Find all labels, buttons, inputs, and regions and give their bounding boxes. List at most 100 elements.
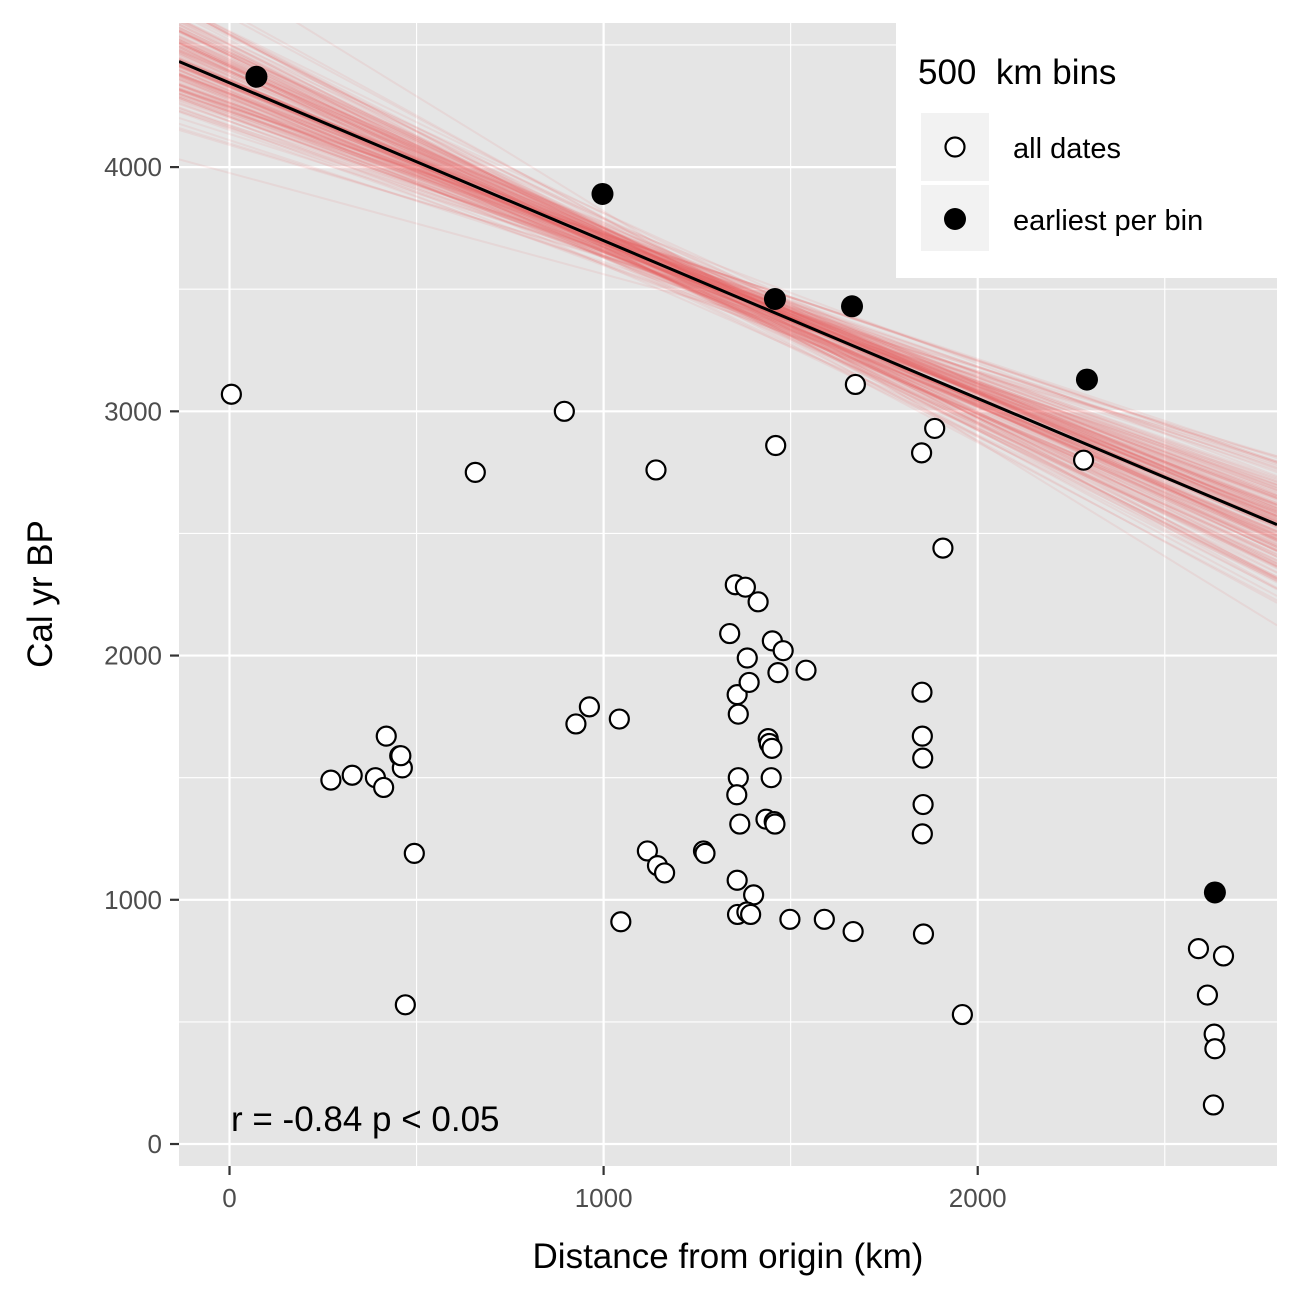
ensemble-line	[179, 84, 1277, 506]
ensemble-line	[185, 23, 1277, 522]
data-point-all-dates	[912, 793, 934, 816]
ensemble-line	[179, 31, 1277, 540]
ensemble-line	[179, 63, 1277, 535]
ensemble-line	[179, 30, 1277, 581]
data-point-earliest-per-bin	[1075, 368, 1098, 391]
ensemble-line	[179, 45, 1277, 568]
ensemble-line	[179, 58, 1277, 509]
data-point-all-dates	[694, 842, 716, 864]
ensemble-line	[179, 68, 1277, 522]
ensemble-line	[179, 86, 1277, 494]
ensemble-line	[179, 42, 1277, 527]
ensemble-line	[179, 88, 1277, 487]
ensemble-line	[179, 41, 1277, 553]
ensemble-line	[179, 58, 1277, 520]
data-point-earliest-per-bin	[1203, 881, 1226, 904]
ensemble-line	[179, 63, 1277, 545]
ensemble-line	[179, 109, 1277, 487]
ensemble-line	[238, 23, 1277, 580]
data-point-all-dates	[645, 459, 667, 481]
data-point-all-dates	[932, 537, 954, 559]
ensemble-line	[179, 95, 1277, 469]
ensemble-line	[179, 96, 1277, 501]
ensemble-line	[179, 61, 1277, 509]
ensemble-line	[179, 67, 1277, 546]
ensemble-line	[179, 78, 1277, 512]
data-point-all-dates	[795, 659, 817, 681]
data-point-all-dates	[764, 813, 786, 835]
data-point-all-dates	[719, 622, 741, 645]
data-point-all-dates	[910, 442, 933, 464]
data-point-all-dates	[1196, 984, 1219, 1006]
ensemble-line	[179, 23, 1277, 584]
ensemble-line	[179, 82, 1277, 498]
ensemble-line	[179, 110, 1277, 506]
ensemble-line	[179, 90, 1277, 507]
ensemble-line	[179, 30, 1277, 518]
data-point-all-dates	[403, 842, 425, 864]
ensemble-line	[179, 60, 1277, 537]
data-point-all-dates	[729, 813, 751, 835]
ensemble-line	[179, 106, 1277, 493]
data-point-all-dates	[740, 903, 762, 926]
ensemble-line	[179, 62, 1277, 528]
data-point-earliest-per-bin	[841, 295, 864, 318]
ensemble-line	[179, 77, 1277, 500]
ensemble-line	[179, 57, 1277, 519]
ensemble-line	[185, 23, 1277, 582]
ensemble-line	[295, 23, 1277, 627]
data-point-all-dates	[842, 920, 864, 943]
ensemble-line	[179, 39, 1277, 527]
ensemble-line	[179, 87, 1277, 464]
ensemble-line	[205, 23, 1277, 604]
data-point-earliest-per-bin	[245, 65, 268, 88]
data-point-all-dates	[767, 662, 789, 684]
ensemble-line	[179, 53, 1277, 582]
ensemble-line	[179, 59, 1277, 519]
ensemble-line	[179, 41, 1277, 556]
data-point-all-dates	[610, 911, 632, 933]
ensemble-line	[179, 23, 1277, 553]
data-point-all-dates	[220, 383, 242, 405]
ensemble-line	[205, 23, 1277, 574]
legend-title: 500 km bins	[918, 53, 1116, 92]
ensemble-line	[179, 87, 1277, 484]
data-point-all-dates	[760, 767, 782, 789]
ensemble-line	[179, 96, 1277, 513]
ensemble-line	[179, 62, 1277, 537]
data-point-all-dates	[553, 400, 575, 422]
legend-marker-filled-circle	[944, 208, 966, 230]
ensemble-line	[179, 61, 1277, 477]
data-point-all-dates	[951, 1003, 973, 1026]
data-point-all-dates	[761, 737, 783, 759]
data-point-all-dates	[738, 671, 760, 694]
ensemble-line	[179, 102, 1277, 500]
ensemble-line	[179, 71, 1277, 533]
ensemble-line	[179, 74, 1277, 533]
ensemble-line	[179, 42, 1277, 558]
ensemble-line	[179, 73, 1277, 492]
data-point-all-dates	[912, 747, 934, 769]
ensemble-line	[179, 30, 1277, 552]
ensemble-line	[179, 58, 1277, 515]
ensemble-line	[179, 65, 1277, 515]
ensemble-line	[179, 83, 1277, 481]
regression-line	[179, 60, 1277, 526]
data-point-all-dates	[636, 840, 658, 862]
ensemble-line	[179, 75, 1277, 504]
ensemble-line	[179, 72, 1277, 486]
x-tick-label: 1000	[575, 1183, 633, 1213]
y-tick-label: 4000	[104, 152, 162, 182]
ensemble-line	[179, 45, 1277, 565]
ensemble-line	[179, 51, 1277, 524]
data-point-all-dates	[653, 862, 676, 884]
ensemble-line	[179, 84, 1277, 524]
ensemble-line	[179, 73, 1277, 501]
ensemble-line	[179, 61, 1277, 503]
ensemble-line	[180, 23, 1277, 531]
ensemble-line	[179, 36, 1277, 541]
ensemble-line	[179, 35, 1277, 541]
ensemble-line	[205, 23, 1277, 597]
ensemble-line	[179, 49, 1277, 510]
